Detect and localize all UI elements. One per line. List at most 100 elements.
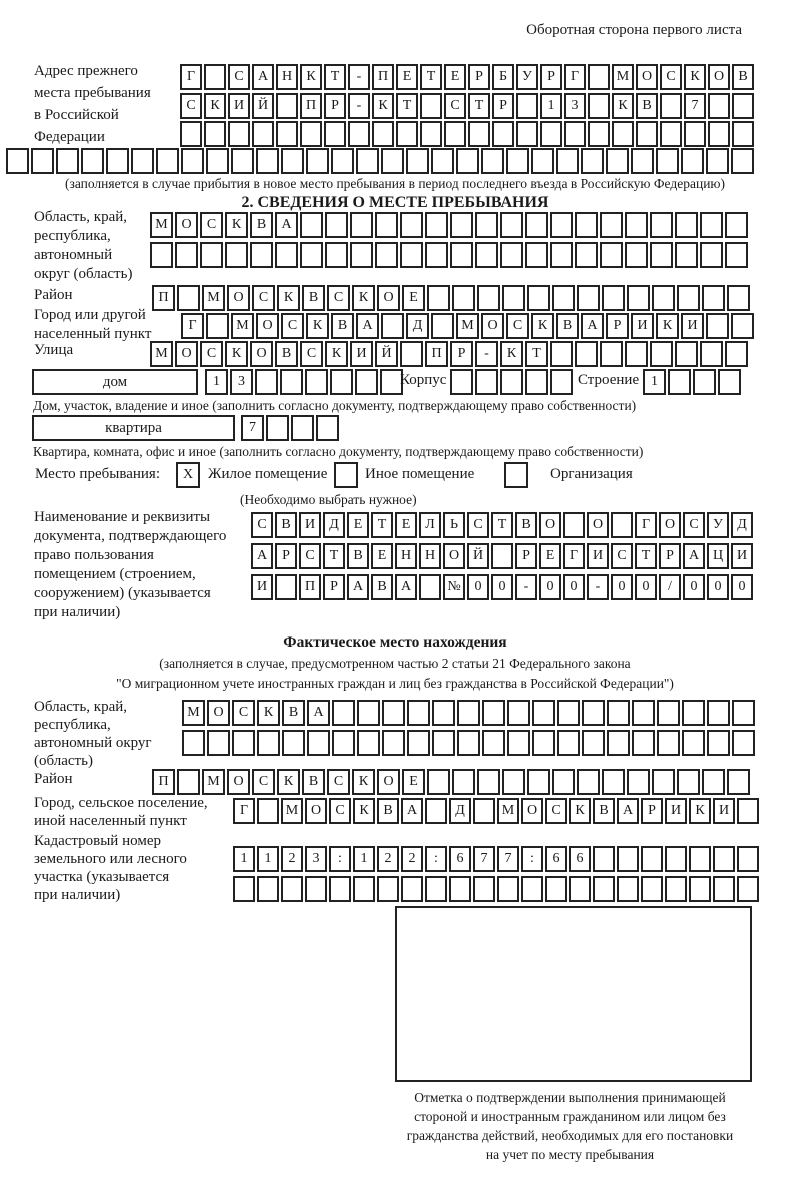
char-cell bbox=[593, 876, 615, 902]
char-cell bbox=[204, 121, 226, 147]
char-cell: С bbox=[251, 512, 273, 538]
char-cell bbox=[617, 846, 639, 872]
char-cell bbox=[532, 730, 555, 756]
char-cell bbox=[516, 121, 538, 147]
cadastral-label: Кадастровый номер земельного или лесного… bbox=[34, 833, 187, 903]
char-cell: О bbox=[587, 512, 609, 538]
char-cell: К bbox=[689, 798, 711, 824]
stamp-caption: Отметка о подтверждении выполнения прини… bbox=[406, 1090, 734, 1162]
prev-address-row-4 bbox=[6, 148, 756, 174]
char-cell bbox=[582, 730, 605, 756]
char-cell: С bbox=[611, 543, 633, 569]
doc-label: Наименование и реквизиты документа, подт… bbox=[34, 509, 227, 620]
char-cell: : bbox=[425, 846, 447, 872]
char-cell: А bbox=[395, 574, 417, 600]
char-cell bbox=[355, 369, 378, 395]
char-cell bbox=[575, 341, 598, 367]
char-cell bbox=[324, 121, 346, 147]
organization-label: Организация bbox=[550, 466, 633, 482]
char-cell bbox=[419, 574, 441, 600]
char-cell bbox=[275, 242, 298, 268]
char-cell bbox=[432, 700, 455, 726]
char-cell: 2 bbox=[401, 846, 423, 872]
stamp-box bbox=[395, 906, 752, 1082]
char-cell: Т bbox=[420, 64, 442, 90]
char-cell: Т bbox=[323, 543, 345, 569]
char-cell bbox=[625, 341, 648, 367]
char-cell bbox=[252, 121, 274, 147]
char-cell: Н bbox=[395, 543, 417, 569]
char-cell bbox=[500, 212, 523, 238]
char-cell bbox=[497, 876, 519, 902]
char-cell bbox=[181, 148, 204, 174]
char-cell bbox=[506, 148, 529, 174]
actual-region-label: Область, край, республика, автономный ок… bbox=[34, 699, 152, 769]
char-cell bbox=[177, 769, 200, 795]
prev-address-row-3 bbox=[180, 121, 756, 147]
char-cell: 0 bbox=[635, 574, 657, 600]
char-cell: П bbox=[425, 341, 448, 367]
char-cell bbox=[375, 242, 398, 268]
char-cell: 0 bbox=[491, 574, 513, 600]
char-cell bbox=[457, 730, 480, 756]
char-cell: А bbox=[683, 543, 705, 569]
char-cell bbox=[625, 242, 648, 268]
char-cell bbox=[81, 148, 104, 174]
char-cell bbox=[557, 700, 580, 726]
char-cell bbox=[652, 285, 675, 311]
char-cell: Р bbox=[468, 64, 490, 90]
char-cell: К bbox=[531, 313, 554, 339]
char-cell bbox=[381, 313, 404, 339]
char-cell: Ц bbox=[707, 543, 729, 569]
char-cell: П bbox=[299, 574, 321, 600]
char-cell: С bbox=[299, 543, 321, 569]
other-premises-label: Иное помещение bbox=[365, 466, 475, 482]
char-cell bbox=[569, 876, 591, 902]
char-cell bbox=[507, 700, 530, 726]
region-label: Область, край, республика, автономный ок… bbox=[34, 209, 133, 282]
char-cell bbox=[607, 700, 630, 726]
char-cell bbox=[330, 369, 353, 395]
char-cell: 3 bbox=[230, 369, 253, 395]
char-cell: Т bbox=[396, 93, 418, 119]
char-cell bbox=[600, 212, 623, 238]
char-cell bbox=[502, 285, 525, 311]
char-cell bbox=[401, 876, 423, 902]
char-cell bbox=[527, 285, 550, 311]
char-cell bbox=[725, 212, 748, 238]
char-cell: М bbox=[150, 341, 173, 367]
char-cell bbox=[693, 369, 716, 395]
char-cell: О bbox=[256, 313, 279, 339]
char-cell bbox=[600, 242, 623, 268]
char-cell bbox=[150, 242, 173, 268]
actual-district-label: Район bbox=[34, 771, 73, 787]
char-cell: К bbox=[684, 64, 706, 90]
char-cell: 7 bbox=[497, 846, 519, 872]
char-cell: 6 bbox=[545, 846, 567, 872]
char-cell: П bbox=[300, 93, 322, 119]
char-cell: Й bbox=[252, 93, 274, 119]
char-cell bbox=[357, 730, 380, 756]
char-cell bbox=[550, 242, 573, 268]
char-cell bbox=[556, 148, 579, 174]
char-cell: 7 bbox=[684, 93, 706, 119]
char-cell bbox=[106, 148, 129, 174]
char-cell: И bbox=[299, 512, 321, 538]
char-cell: А bbox=[252, 64, 274, 90]
actual-location-note-1: (заполняется в случае, предусмотренном ч… bbox=[159, 656, 631, 671]
char-cell bbox=[291, 415, 314, 441]
char-cell bbox=[625, 212, 648, 238]
char-cell bbox=[350, 212, 373, 238]
char-cell: В bbox=[275, 341, 298, 367]
char-cell bbox=[255, 369, 278, 395]
char-cell bbox=[382, 730, 405, 756]
char-cell bbox=[668, 369, 691, 395]
char-cell bbox=[6, 148, 29, 174]
char-cell: С bbox=[444, 93, 466, 119]
char-cell bbox=[713, 876, 735, 902]
